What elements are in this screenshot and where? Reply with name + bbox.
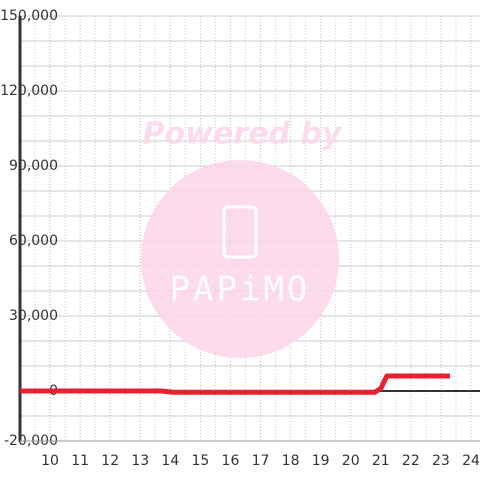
x-tick-label: 23 <box>432 453 450 469</box>
watermark-circle <box>141 160 339 358</box>
x-tick-label: 11 <box>71 453 89 469</box>
x-tick-label: 16 <box>222 453 240 469</box>
y-tick-label: 150,000 <box>0 8 58 24</box>
x-tick-label: 24 <box>462 453 480 469</box>
y-tick-label: 60,000 <box>9 233 58 249</box>
watermark-text: Powered by <box>143 117 343 152</box>
x-tick-label: 10 <box>41 453 59 469</box>
x-tick-label: 17 <box>252 453 270 469</box>
x-tick-label: 14 <box>161 453 179 469</box>
x-tick-label: 22 <box>402 453 420 469</box>
watermark: Powered by PAPiMO <box>141 117 343 358</box>
watermark-phone <box>222 205 258 259</box>
y-tick-label: 120,000 <box>0 83 58 99</box>
data-line <box>20 373 450 395</box>
x-tick-label: 21 <box>372 453 390 469</box>
x-tick-label: 20 <box>342 453 360 469</box>
y-tick-label: 30,000 <box>9 308 58 324</box>
x-tick-label: 12 <box>101 453 119 469</box>
y-tick-label: 90,000 <box>9 158 58 174</box>
x-tick-label: 15 <box>191 453 209 469</box>
watermark-logo: PAPiMO <box>170 270 311 310</box>
x-tick-label: 13 <box>131 453 149 469</box>
x-tick-label: 19 <box>312 453 330 469</box>
x-tick-label: 18 <box>282 453 300 469</box>
